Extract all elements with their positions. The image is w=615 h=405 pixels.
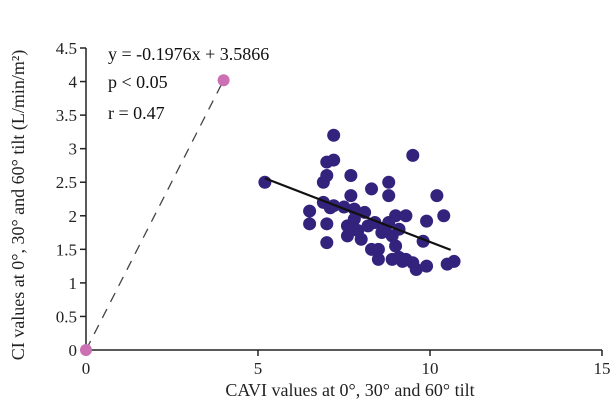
data-point [447,254,461,268]
data-point [365,182,379,196]
data-point [382,175,396,189]
y-tick-label: 4.5 [56,39,77,58]
regression-line [264,177,452,251]
data-point [430,189,444,203]
data-point [320,169,334,183]
annotation-block: y = -0.1976x + 3.5866 p < 0.05 r = 0.47 [108,44,269,123]
regression-equation: y = -0.1976x + 3.5866 [108,44,269,64]
data-point [420,214,434,228]
x-tick-label: 0 [82,359,91,378]
highlight-point [217,74,230,87]
data-point [347,212,361,226]
y-tick-label: 0 [69,341,78,360]
data-point [409,262,423,276]
data-point [303,217,317,231]
y-tick-label: 1.5 [56,240,77,259]
reference-line [85,79,225,351]
y-tick-label: 2.5 [56,173,77,192]
x-axis-label: CAVI values at 0°, 30° and 60° tilt [225,380,474,400]
highlight-point [80,344,92,356]
data-point [437,209,451,223]
data-point [371,252,385,266]
data-point [327,153,341,167]
x-tick-label: 5 [254,359,263,378]
data-point [389,239,403,253]
data-point [303,204,317,218]
data-point [344,169,358,183]
data-point [354,232,368,246]
p-value: p < 0.05 [108,72,168,92]
data-point [420,259,434,273]
data-point [258,175,272,189]
y-tick-label: 1 [69,274,78,293]
data-point [320,217,334,231]
y-tick-label: 0.5 [56,307,77,326]
data-point [382,189,396,203]
data-point [340,229,354,243]
reference-line-layer [85,79,225,351]
x-tick-label: 10 [422,359,439,378]
data-point [320,236,334,250]
data-point [406,148,420,162]
fit-line-layer [264,177,452,251]
axes: 0 5 10 15 0 0.5 1 1.5 2 2.5 3 3.5 4 4.5 [56,39,611,378]
y-tick-label: 3.5 [56,106,77,125]
y-tick-label: 2 [69,207,78,226]
r-value: r = 0.47 [108,103,165,123]
data-point [344,189,358,203]
data-point [399,209,413,223]
y-axis-label: CI values at 0°, 30° and 60° tilt (L/min… [8,50,29,360]
data-point [389,209,403,223]
y-tick-label: 4 [69,73,78,92]
data-point [371,242,385,256]
y-tick-label: 3 [69,140,78,159]
data-point [327,128,341,142]
x-tick-label: 15 [594,359,611,378]
